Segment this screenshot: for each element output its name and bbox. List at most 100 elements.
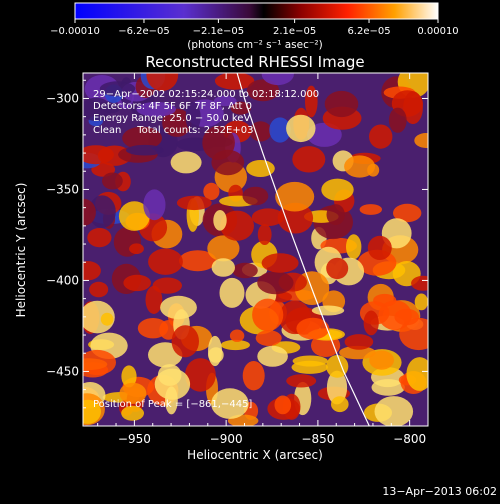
colorbar-tick-label: −2.1e−05 [193, 26, 245, 37]
x-axis-label: Heliocentric X (arcsec) [187, 448, 323, 462]
heatmap-blob [331, 396, 349, 413]
colorbar-unit-label: (photons cm⁻² s⁻¹ asec⁻²) [187, 39, 322, 51]
timestamp: 13−Apr−2013 06:02 [382, 485, 497, 498]
y-tick-label: −300 [46, 91, 79, 105]
heatmap-blob [252, 298, 284, 332]
heatmap-blob [214, 73, 255, 90]
y-tick-label: −400 [46, 273, 79, 287]
heatmap-blob [321, 178, 354, 201]
heatmap-blob [170, 151, 202, 174]
heatmap-blob [369, 124, 393, 149]
heatmap-blob [83, 97, 112, 121]
heatmap-blob [123, 274, 151, 292]
heatmap-blob [292, 146, 326, 173]
heatmap-blob [326, 257, 349, 280]
heatmap-blob [102, 172, 123, 190]
heatmap-blob [129, 243, 144, 254]
heatmap-blob [165, 386, 178, 415]
heatmap-blob [229, 329, 245, 342]
heatmap-blob [261, 253, 299, 273]
heatmap-blob [326, 355, 349, 378]
heatmap-blob [119, 382, 147, 404]
heatmap-blob [403, 91, 423, 125]
heatmap-blob [242, 186, 269, 206]
heatmap-blob [152, 277, 182, 294]
heatmap-blob [176, 195, 212, 211]
peak-position-label: Position of Peak = [−861,−445] [93, 399, 252, 410]
heatmap-blob [414, 133, 428, 148]
heatmap-blob [261, 73, 294, 86]
heatmap-blob [99, 81, 136, 97]
annotation-line: Clean Total counts: 2.52E+03 [93, 125, 253, 136]
heatmap-blob [286, 114, 316, 143]
colorbar-tick-label: −6.2e−05 [118, 26, 170, 37]
heatmap-blob [160, 295, 197, 320]
heatmap-blob [136, 101, 176, 117]
heatmap-blob [242, 361, 265, 391]
heatmap-blob [232, 262, 258, 279]
heatmap-blob [305, 85, 318, 118]
heatmap-blob [148, 248, 183, 275]
heatmap-blob [122, 126, 162, 150]
heatmap-blob [246, 160, 275, 177]
heatmap-blob [344, 155, 376, 178]
y-tick-label: −450 [46, 364, 79, 378]
heatmap-blob [162, 108, 192, 137]
heatmap-blob [87, 228, 112, 248]
heatmap-blob [367, 235, 392, 260]
heatmap-blob [185, 102, 201, 132]
annotation-line: Energy Range: 25.0 − 50.0 keV [93, 113, 250, 124]
heatmap-blob [143, 189, 166, 221]
heatmap-blob [83, 198, 96, 226]
heatmap-blob [414, 293, 428, 311]
heatmap-blob [257, 271, 294, 295]
colorbar-tick-label: 6.2e−05 [347, 26, 390, 37]
x-tick-label: −900 [210, 432, 243, 446]
heatmap-blob [363, 310, 379, 336]
heatmap-blob [211, 258, 235, 277]
heatmap-blob [219, 277, 245, 308]
heatmap-blob [378, 300, 412, 331]
heatmap-blob [88, 195, 116, 228]
colorbar-tick-label: 0.00010 [417, 26, 458, 37]
heatmap-blob [230, 101, 251, 115]
heatmap-blob [311, 305, 345, 316]
heatmap-blob [83, 349, 116, 376]
heatmap-blob [125, 144, 164, 156]
heatmap-blob [208, 335, 222, 367]
solar-limb-line [236, 73, 370, 426]
heatmap-blob [83, 261, 101, 281]
heatmap-blob [257, 224, 272, 245]
heatmap-blobs [83, 73, 428, 426]
heatmap-blob [255, 330, 282, 346]
heatmap-blob [83, 145, 114, 165]
heatmap-blob [179, 250, 217, 272]
x-tick-label: −950 [118, 432, 151, 446]
heatmap-blob [89, 281, 109, 298]
heatmap-blob [411, 275, 428, 291]
colorbar-tick-label: −0.00010 [50, 26, 100, 37]
heatmap-blob [326, 204, 345, 226]
heatmap-blob [171, 325, 199, 358]
colorbar [74, 2, 439, 20]
heatmap-blob [374, 396, 414, 426]
colorbar-ticks: −0.00010 −6.2e−05 −2.1e−05 2.1e−05 6.2e−05 0.… [50, 19, 459, 37]
annotation-block: 29−Apr−2002 02:15:24.000 to 02:18:12.000… [93, 89, 319, 136]
heatmap-blob [249, 121, 272, 142]
colorbar-tick-label: 2.1e−05 [273, 26, 316, 37]
heatmap-blob [346, 234, 362, 260]
plot-frame [82, 72, 429, 427]
heatmap-blob [83, 399, 101, 424]
heatmap-blob [213, 95, 237, 107]
x-axis: −950 −900 −850 −800 [97, 73, 429, 446]
heatmap-blob [251, 208, 285, 226]
heatmap-blob [274, 395, 292, 415]
heatmap-blob [211, 388, 249, 419]
heatmap-blob [369, 350, 394, 370]
heatmap-blob [277, 202, 314, 234]
heatmap-blob [220, 339, 250, 351]
y-axis: −450 −400 −350 −300 [46, 79, 428, 409]
annotation-line: 29−Apr−2002 02:15:24.000 to 02:18:12.000 [93, 89, 319, 100]
heatmap-blob [296, 317, 330, 340]
